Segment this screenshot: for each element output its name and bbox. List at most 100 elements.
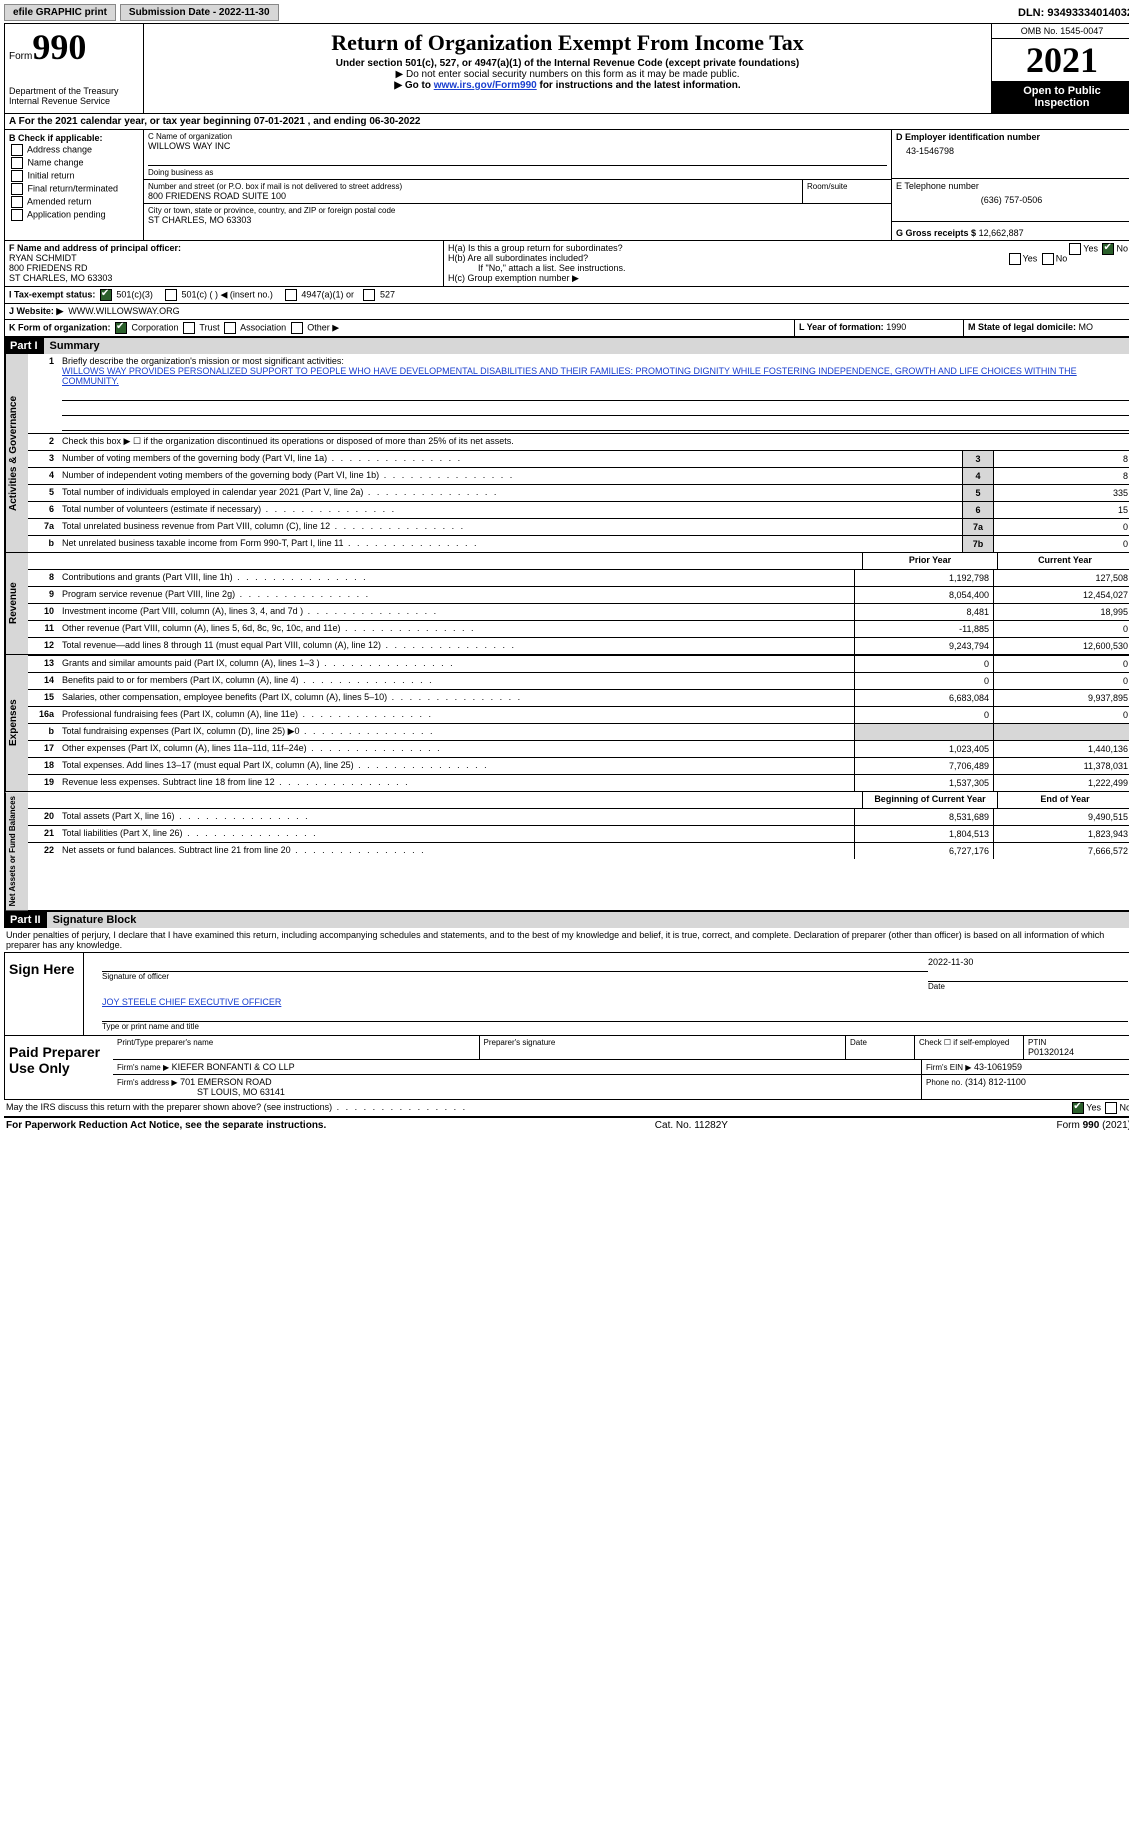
b-opt: Address change (9, 144, 139, 156)
submission-date: Submission Date - 2022-11-30 (120, 4, 279, 21)
efile-button[interactable]: efile GRAPHIC print (4, 4, 116, 21)
firm-ein: 43-1061959 (974, 1062, 1022, 1072)
note-link: ▶ Go to www.irs.gov/Form990 for instruct… (148, 80, 987, 91)
b-opt: Initial return (9, 170, 139, 182)
summary-block: Activities & Governance 1 Briefly descri… (4, 354, 1129, 553)
d-label: D Employer identification number (896, 132, 1127, 142)
summary-row: 17 Other expenses (Part IX, column (A), … (28, 740, 1129, 757)
mission-text: WILLOWS WAY PROVIDES PERSONALIZED SUPPOR… (62, 366, 1077, 386)
c-name-label: C Name of organization (148, 132, 887, 141)
top-bar: efile GRAPHIC print Submission Date - 20… (4, 4, 1129, 21)
entity-block: B Check if applicable: Address change Na… (4, 130, 1129, 241)
summary-row: 16a Professional fundraising fees (Part … (28, 706, 1129, 723)
vlabel-exp: Expenses (5, 655, 28, 791)
omb-number: OMB No. 1545-0047 (992, 24, 1129, 39)
summary-row: 13 Grants and similar amounts paid (Part… (28, 655, 1129, 672)
vlabel-rev: Revenue (5, 553, 28, 654)
summary-row: 12 Total revenue—add lines 8 through 11 … (28, 637, 1129, 654)
paid-preparer-block: Paid Preparer Use Only Print/Type prepar… (4, 1036, 1129, 1100)
expenses-block: Expenses 13 Grants and similar amounts p… (4, 655, 1129, 792)
summary-row: b Net unrelated business taxable income … (28, 535, 1129, 552)
form-header: Form990 Department of the Treasury Inter… (4, 23, 1129, 114)
city: ST CHARLES, MO 63303 (148, 215, 887, 225)
summary-row: 3 Number of voting members of the govern… (28, 450, 1129, 467)
revenue-block: Revenue Prior YearCurrent Year 8 Contrib… (4, 553, 1129, 655)
org-name: WILLOWS WAY INC (148, 141, 887, 151)
page-footer: For Paperwork Reduction Act Notice, see … (4, 1116, 1129, 1133)
g-label: G Gross receipts $ (896, 228, 976, 238)
summary-row: 18 Total expenses. Add lines 13–17 (must… (28, 757, 1129, 774)
summary-row: 9 Program service revenue (Part VIII, li… (28, 586, 1129, 603)
city-label: City or town, state or province, country… (148, 206, 887, 215)
firm-phone: (314) 812-1100 (965, 1077, 1026, 1087)
netassets-block: Net Assets or Fund Balances Beginning of… (4, 792, 1129, 911)
summary-row: 19 Revenue less expenses. Subtract line … (28, 774, 1129, 791)
open-inspection: Open to Public Inspection (992, 81, 1129, 113)
room-label: Room/suite (807, 182, 887, 191)
penalties: Under penalties of perjury, I declare th… (4, 928, 1129, 953)
ha: H(a) Is this a group return for subordin… (448, 243, 1128, 253)
dln: DLN: 93493334014032 (1018, 7, 1129, 19)
summary-row: 11 Other revenue (Part VIII, column (A),… (28, 620, 1129, 637)
street: 800 FRIEDENS ROAD SUITE 100 (148, 191, 798, 201)
klm-row: K Form of organization: Corporation Trus… (4, 320, 1129, 337)
summary-row: 6 Total number of volunteers (estimate i… (28, 501, 1129, 518)
summary-row: 21 Total liabilities (Part X, line 26) 1… (28, 825, 1129, 842)
sig-officer-label: Signature of officer (102, 972, 928, 981)
form-number: Form990 (9, 26, 139, 68)
summary-row: 10 Investment income (Part VIII, column … (28, 603, 1129, 620)
tax-status-row: I Tax-exempt status: 501(c)(3) 501(c) ( … (4, 287, 1129, 304)
officer-block: F Name and address of principal officer:… (4, 241, 1129, 287)
summary-row: 5 Total number of individuals employed i… (28, 484, 1129, 501)
summary-row: 22 Net assets or fund balances. Subtract… (28, 842, 1129, 859)
vlabel-na: Net Assets or Fund Balances (5, 792, 28, 910)
street-label: Number and street (or P.O. box if mail i… (148, 182, 798, 191)
website: WWW.WILLOWSWAY.ORG (68, 306, 179, 316)
summary-row: 7a Total unrelated business revenue from… (28, 518, 1129, 535)
dba-label: Doing business as (148, 165, 887, 177)
firm-name: KIEFER BONFANTI & CO LLP (172, 1062, 295, 1072)
b-opt: Amended return (9, 196, 139, 208)
sign-date: 2022-11-30 (928, 957, 1128, 967)
irs-link[interactable]: www.irs.gov/Form990 (434, 80, 537, 91)
b-opt: Final return/terminated (9, 183, 139, 195)
paid-label: Paid Preparer Use Only (5, 1036, 113, 1099)
f-label: F Name and address of principal officer: (9, 243, 439, 253)
b-label: B Check if applicable: (9, 133, 139, 143)
note-ssn: ▶ Do not enter social security numbers o… (148, 69, 987, 80)
tax-period: A For the 2021 calendar year, or tax yea… (4, 114, 1129, 130)
b-opt: Name change (9, 157, 139, 169)
form-title: Return of Organization Exempt From Incom… (148, 30, 987, 56)
officer-name: RYAN SCHMIDT (9, 253, 439, 263)
part2-num: Part II (4, 912, 47, 928)
discuss-row: May the IRS discuss this return with the… (4, 1100, 1129, 1116)
website-row: J Website: ▶ WWW.WILLOWSWAY.ORG (4, 304, 1129, 320)
phone: (636) 757-0506 (896, 191, 1127, 205)
firm-addr2: ST LOUIS, MO 63141 (117, 1087, 285, 1097)
summary-row: 4 Number of independent voting members o… (28, 467, 1129, 484)
summary-row: b Total fundraising expenses (Part IX, c… (28, 723, 1129, 740)
sign-here-label: Sign Here (5, 953, 83, 1035)
ein: 43-1546798 (896, 142, 1127, 156)
firm-addr1: 701 EMERSON ROAD (180, 1077, 272, 1087)
gross-receipts: 12,662,887 (979, 228, 1024, 238)
summary-row: 15 Salaries, other compensation, employe… (28, 689, 1129, 706)
part1-num: Part I (4, 338, 44, 354)
officer-city: ST CHARLES, MO 63303 (9, 273, 439, 283)
part1-title: Summary (44, 338, 1129, 354)
ptin: P01320124 (1028, 1047, 1128, 1057)
hb: H(b) Are all subordinates included? Yes … (448, 253, 1128, 263)
officer-street: 800 FRIEDENS RD (9, 263, 439, 273)
sign-here-block: Sign Here Signature of officer 2022-11-3… (4, 953, 1129, 1036)
hc: H(c) Group exemption number ▶ (448, 273, 1128, 284)
e-label: E Telephone number (896, 181, 1127, 191)
form-subtitle: Under section 501(c), 527, or 4947(a)(1)… (148, 58, 987, 69)
b-opt: Application pending (9, 209, 139, 221)
tax-year: 2021 (992, 39, 1129, 81)
summary-row: 20 Total assets (Part X, line 16) 8,531,… (28, 808, 1129, 825)
officer-printed-name: JOY STEELE CHIEF EXECUTIVE OFFICER (102, 997, 1128, 1007)
summary-row: 8 Contributions and grants (Part VIII, l… (28, 569, 1129, 586)
vlabel-ag: Activities & Governance (5, 354, 28, 552)
dept-treasury: Department of the Treasury Internal Reve… (9, 86, 139, 106)
part2-title: Signature Block (47, 912, 1129, 928)
